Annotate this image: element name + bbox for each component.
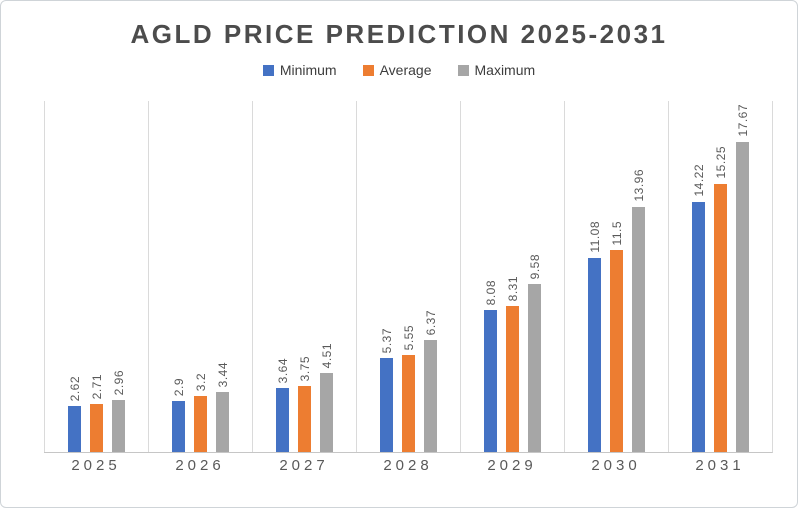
bar-maximum-2027	[320, 373, 333, 452]
x-axis-label-2030: 2030	[591, 457, 641, 474]
bar-average-2027	[298, 386, 311, 452]
legend-label-minimum: Minimum	[279, 62, 337, 78]
bar-value-label: 9.58	[527, 253, 542, 279]
bar-value-label: 2.71	[89, 373, 104, 399]
bar-value-label: 15.25	[713, 146, 728, 179]
bar-unit: 15.25	[713, 146, 728, 452]
category-group-2025: 2.62 2.71 2.96	[44, 101, 148, 452]
bar-average-2031	[714, 184, 727, 452]
bar-value-label: 17.67	[735, 104, 750, 137]
bar-value-label: 2.9	[171, 377, 186, 396]
bar-minimum-2025	[68, 406, 81, 452]
bar-unit: 8.31	[505, 275, 520, 452]
category-group-2028: 5.37 5.55 6.37	[356, 101, 460, 452]
bar-unit: 11.08	[587, 221, 602, 452]
category-group-2031: 14.22 15.25 17.67	[668, 101, 772, 452]
x-axis-label-2031: 2031	[695, 457, 745, 474]
bar-value-label: 5.55	[401, 324, 416, 350]
bar-unit: 8.08	[483, 279, 498, 452]
bar-unit: 6.37	[423, 309, 438, 452]
bar-unit: 4.51	[319, 342, 334, 452]
bar-value-label: 3.44	[215, 361, 230, 387]
bar-minimum-2027	[276, 388, 289, 452]
legend-marker-maximum-icon	[457, 64, 469, 76]
bar-average-2025	[90, 404, 103, 452]
legend-item-average: Average	[362, 62, 432, 78]
bar-minimum-2030	[588, 258, 601, 452]
bar-value-label: 11.5	[609, 220, 624, 245]
bar-unit: 5.55	[401, 324, 416, 452]
legend-label-maximum: Maximum	[474, 62, 536, 78]
bar-value-label: 3.75	[297, 355, 312, 381]
bar-value-label: 3.2	[193, 372, 208, 391]
bar-maximum-2025	[112, 400, 125, 452]
bar-value-label: 5.37	[379, 327, 394, 353]
bar-unit: 2.62	[67, 375, 82, 452]
bar-unit: 5.37	[379, 327, 394, 452]
bar-unit: 2.9	[171, 377, 186, 452]
bar-minimum-2026	[172, 401, 185, 452]
category-group-2027: 3.64 3.75 4.51	[252, 101, 356, 452]
bar-value-label: 8.31	[505, 275, 520, 301]
bar-unit: 11.5	[609, 220, 624, 452]
bar-unit: 13.96	[631, 169, 646, 452]
bar-unit: 2.71	[89, 373, 104, 452]
bar-unit: 17.67	[735, 104, 750, 452]
legend-item-maximum: Maximum	[457, 62, 536, 78]
bar-value-label: 6.37	[423, 309, 438, 335]
bar-maximum-2026	[216, 392, 229, 452]
bar-minimum-2029	[484, 310, 497, 452]
bar-minimum-2031	[692, 202, 705, 452]
x-axis-label-2029: 2029	[487, 457, 537, 474]
bar-average-2029	[506, 306, 519, 452]
bar-unit: 3.64	[275, 357, 290, 452]
bar-value-label: 14.22	[691, 164, 706, 197]
x-axis-label-2027: 2027	[279, 457, 329, 474]
legend-item-minimum: Minimum	[262, 62, 337, 78]
bar-value-label: 8.08	[483, 279, 498, 305]
bar-value-label: 11.08	[587, 221, 602, 253]
category-group-2030: 11.08 11.5 13.96	[564, 101, 668, 452]
legend: Minimum Average Maximum	[1, 62, 797, 78]
x-axis-label-2028: 2028	[383, 457, 433, 474]
bar-value-label: 2.96	[111, 369, 126, 395]
category-group-2026: 2.9 3.2 3.44	[148, 101, 252, 452]
bar-unit: 3.75	[297, 355, 312, 452]
category-group-2029: 8.08 8.31 9.58	[460, 101, 564, 452]
bar-maximum-2029	[528, 284, 541, 452]
bar-average-2030	[610, 250, 623, 452]
bar-unit: 9.58	[527, 253, 542, 452]
bar-unit: 14.22	[691, 164, 706, 452]
x-axis-label-2025: 2025	[71, 457, 121, 474]
bar-maximum-2028	[424, 340, 437, 452]
legend-marker-average-icon	[362, 64, 374, 76]
bar-value-label: 4.51	[319, 342, 334, 368]
bar-average-2026	[194, 396, 207, 452]
bar-value-label: 3.64	[275, 357, 290, 383]
bar-minimum-2028	[380, 358, 393, 452]
legend-marker-minimum-icon	[262, 64, 274, 76]
bar-maximum-2030	[632, 207, 645, 452]
plot-area: 2.62 2.71 2.96 2.9 3.2 3.44 3.64 3.75 4.51 5.37 5.…	[44, 101, 773, 453]
bar-value-label: 2.62	[67, 375, 82, 401]
bar-maximum-2031	[736, 142, 749, 452]
chart-title: AGLD PRICE PREDICTION 2025-2031	[130, 19, 668, 49]
x-axis-label-2026: 2026	[175, 457, 225, 474]
bar-unit: 3.2	[193, 372, 208, 452]
bar-value-label: 13.96	[631, 169, 646, 202]
x-axis: 2025 2026 2027 2028 2029 2030 2031	[44, 457, 772, 474]
bar-unit: 2.96	[111, 369, 126, 452]
legend-label-average: Average	[379, 62, 432, 78]
bar-average-2028	[402, 355, 415, 452]
bar-unit: 3.44	[215, 361, 230, 452]
